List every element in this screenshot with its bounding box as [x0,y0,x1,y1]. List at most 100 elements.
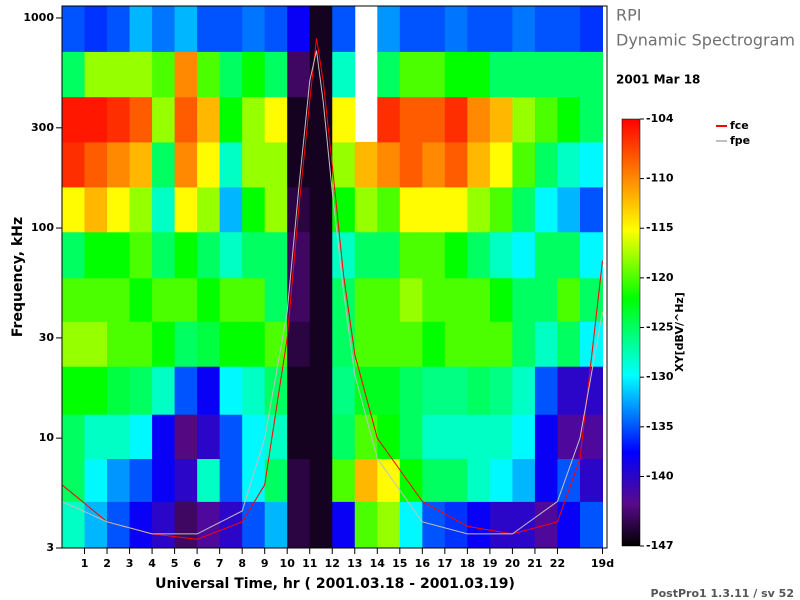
spectrogram-cell [489,231,513,279]
spectrogram-cell [579,414,603,460]
spectrogram-cell [242,501,266,548]
x-tick-label: 9 [261,557,269,570]
spectrogram-cell [242,414,266,460]
spectrogram-cell [309,51,333,98]
spectrogram-cell [197,6,221,52]
spectrogram-cell [62,141,86,188]
spectrogram-cell [354,366,378,415]
spectrogram-cell [422,321,446,367]
spectrogram-cell [174,6,198,52]
spectrogram-cell [534,414,558,460]
spectrogram-cell [287,96,311,143]
spectrogram-cell [174,51,198,98]
spectrogram-cell [197,366,221,415]
spectrogram-cell [534,51,558,98]
spectrogram-cell [309,366,333,415]
spectrogram-cell [174,141,198,188]
series-line [62,50,603,535]
colorbar-label: XY[dBV/^Hz] [673,292,686,372]
x-axis-label: Universal Time, hr ( 2001.03.18 - 2001.0… [155,576,515,592]
spectrogram-cell [399,414,423,460]
spectrogram-cell [467,414,491,460]
spectrogram-cell [467,321,491,367]
spectrogram-cell [399,51,423,98]
spectrogram-cell [197,277,221,322]
spectrogram-cell [219,501,243,548]
spectrogram-cell [354,458,378,502]
spectrogram-cell [444,6,468,52]
spectrogram-cell [489,277,513,322]
spectrogram-cell [512,141,536,188]
spectrogram-cell [129,366,153,415]
spectrogram-cell [444,51,468,98]
spectrogram-cell [129,96,153,143]
spectrogram-cell [399,186,423,233]
spectrogram-cell [332,366,356,415]
spectrogram-cell [377,414,401,460]
spectrogram-cell [534,321,558,367]
spectrogram-cell [197,51,221,98]
spectrogram-cell [264,51,288,98]
spectrogram-cell [467,501,491,548]
spectrogram-cell [129,141,153,188]
x-tick-label: 6 [193,557,201,570]
spectrogram-cell [489,501,513,548]
spectrogram-cell [534,366,558,415]
spectrogram-cell [332,141,356,188]
spectrogram-cell [152,277,176,322]
spectrogram-cell [287,277,311,322]
spectrogram-cell [377,231,401,279]
x-tick-label: 11 [302,557,317,570]
spectrogram-cell [309,231,333,279]
x-tick-label: 10 [280,557,296,570]
spectrogram-cell [467,6,491,52]
x-tick-label: 19d [591,557,614,570]
y-tick-label: 10 [39,431,55,444]
spectrogram-cell [444,231,468,279]
spectrogram-cell [107,277,131,322]
spectrogram-cell [399,366,423,415]
spectrogram-cell [377,277,401,322]
x-tick-label: 22 [550,557,565,570]
spectrogram-cell [512,51,536,98]
spectrogram-cell [534,231,558,279]
spectrogram-cell [84,277,108,322]
spectrogram-cell [129,6,153,52]
spectrogram-cell [534,141,558,188]
spectrogram-cell [107,414,131,460]
spectrogram-cell [467,458,491,502]
spectrogram-cell [84,414,108,460]
spectrogram-cell [287,501,311,548]
spectrogram-cell [467,231,491,279]
spectrogram-cell [309,414,333,460]
spectrogram-cell [62,366,86,415]
spectrogram-cell [309,277,333,322]
spectrogram-cell [242,51,266,98]
spectrogram-cell [467,141,491,188]
spectrogram-cell [332,277,356,322]
spectrogram-cell [242,366,266,415]
spectrogram-cell [129,51,153,98]
spectrogram-cell [242,96,266,143]
spectrogram-cell [264,458,288,502]
spectrogram-cell [489,366,513,415]
colorbar-tick-label: -130 [646,370,674,383]
spectrogram-cell [242,6,266,52]
spectrogram-cell [219,321,243,367]
x-tick-label: 5 [171,557,179,570]
spectrogram-cell [264,366,288,415]
spectrogram-cell [399,141,423,188]
spectrogram-cell [309,141,333,188]
spectrogram-cell [534,458,558,502]
spectrogram-cell [219,96,243,143]
spectrogram-cell [422,96,446,143]
spectrogram-cell [62,186,86,233]
spectrogram-cell [62,321,86,367]
spectrogram-cell [129,231,153,279]
spectrogram-cell [444,501,468,548]
legend-label: fce [730,119,749,132]
series-line [62,38,603,540]
spectrogram-cell [219,141,243,188]
spectrogram-cell [129,277,153,322]
spectrogram-cell [197,141,221,188]
